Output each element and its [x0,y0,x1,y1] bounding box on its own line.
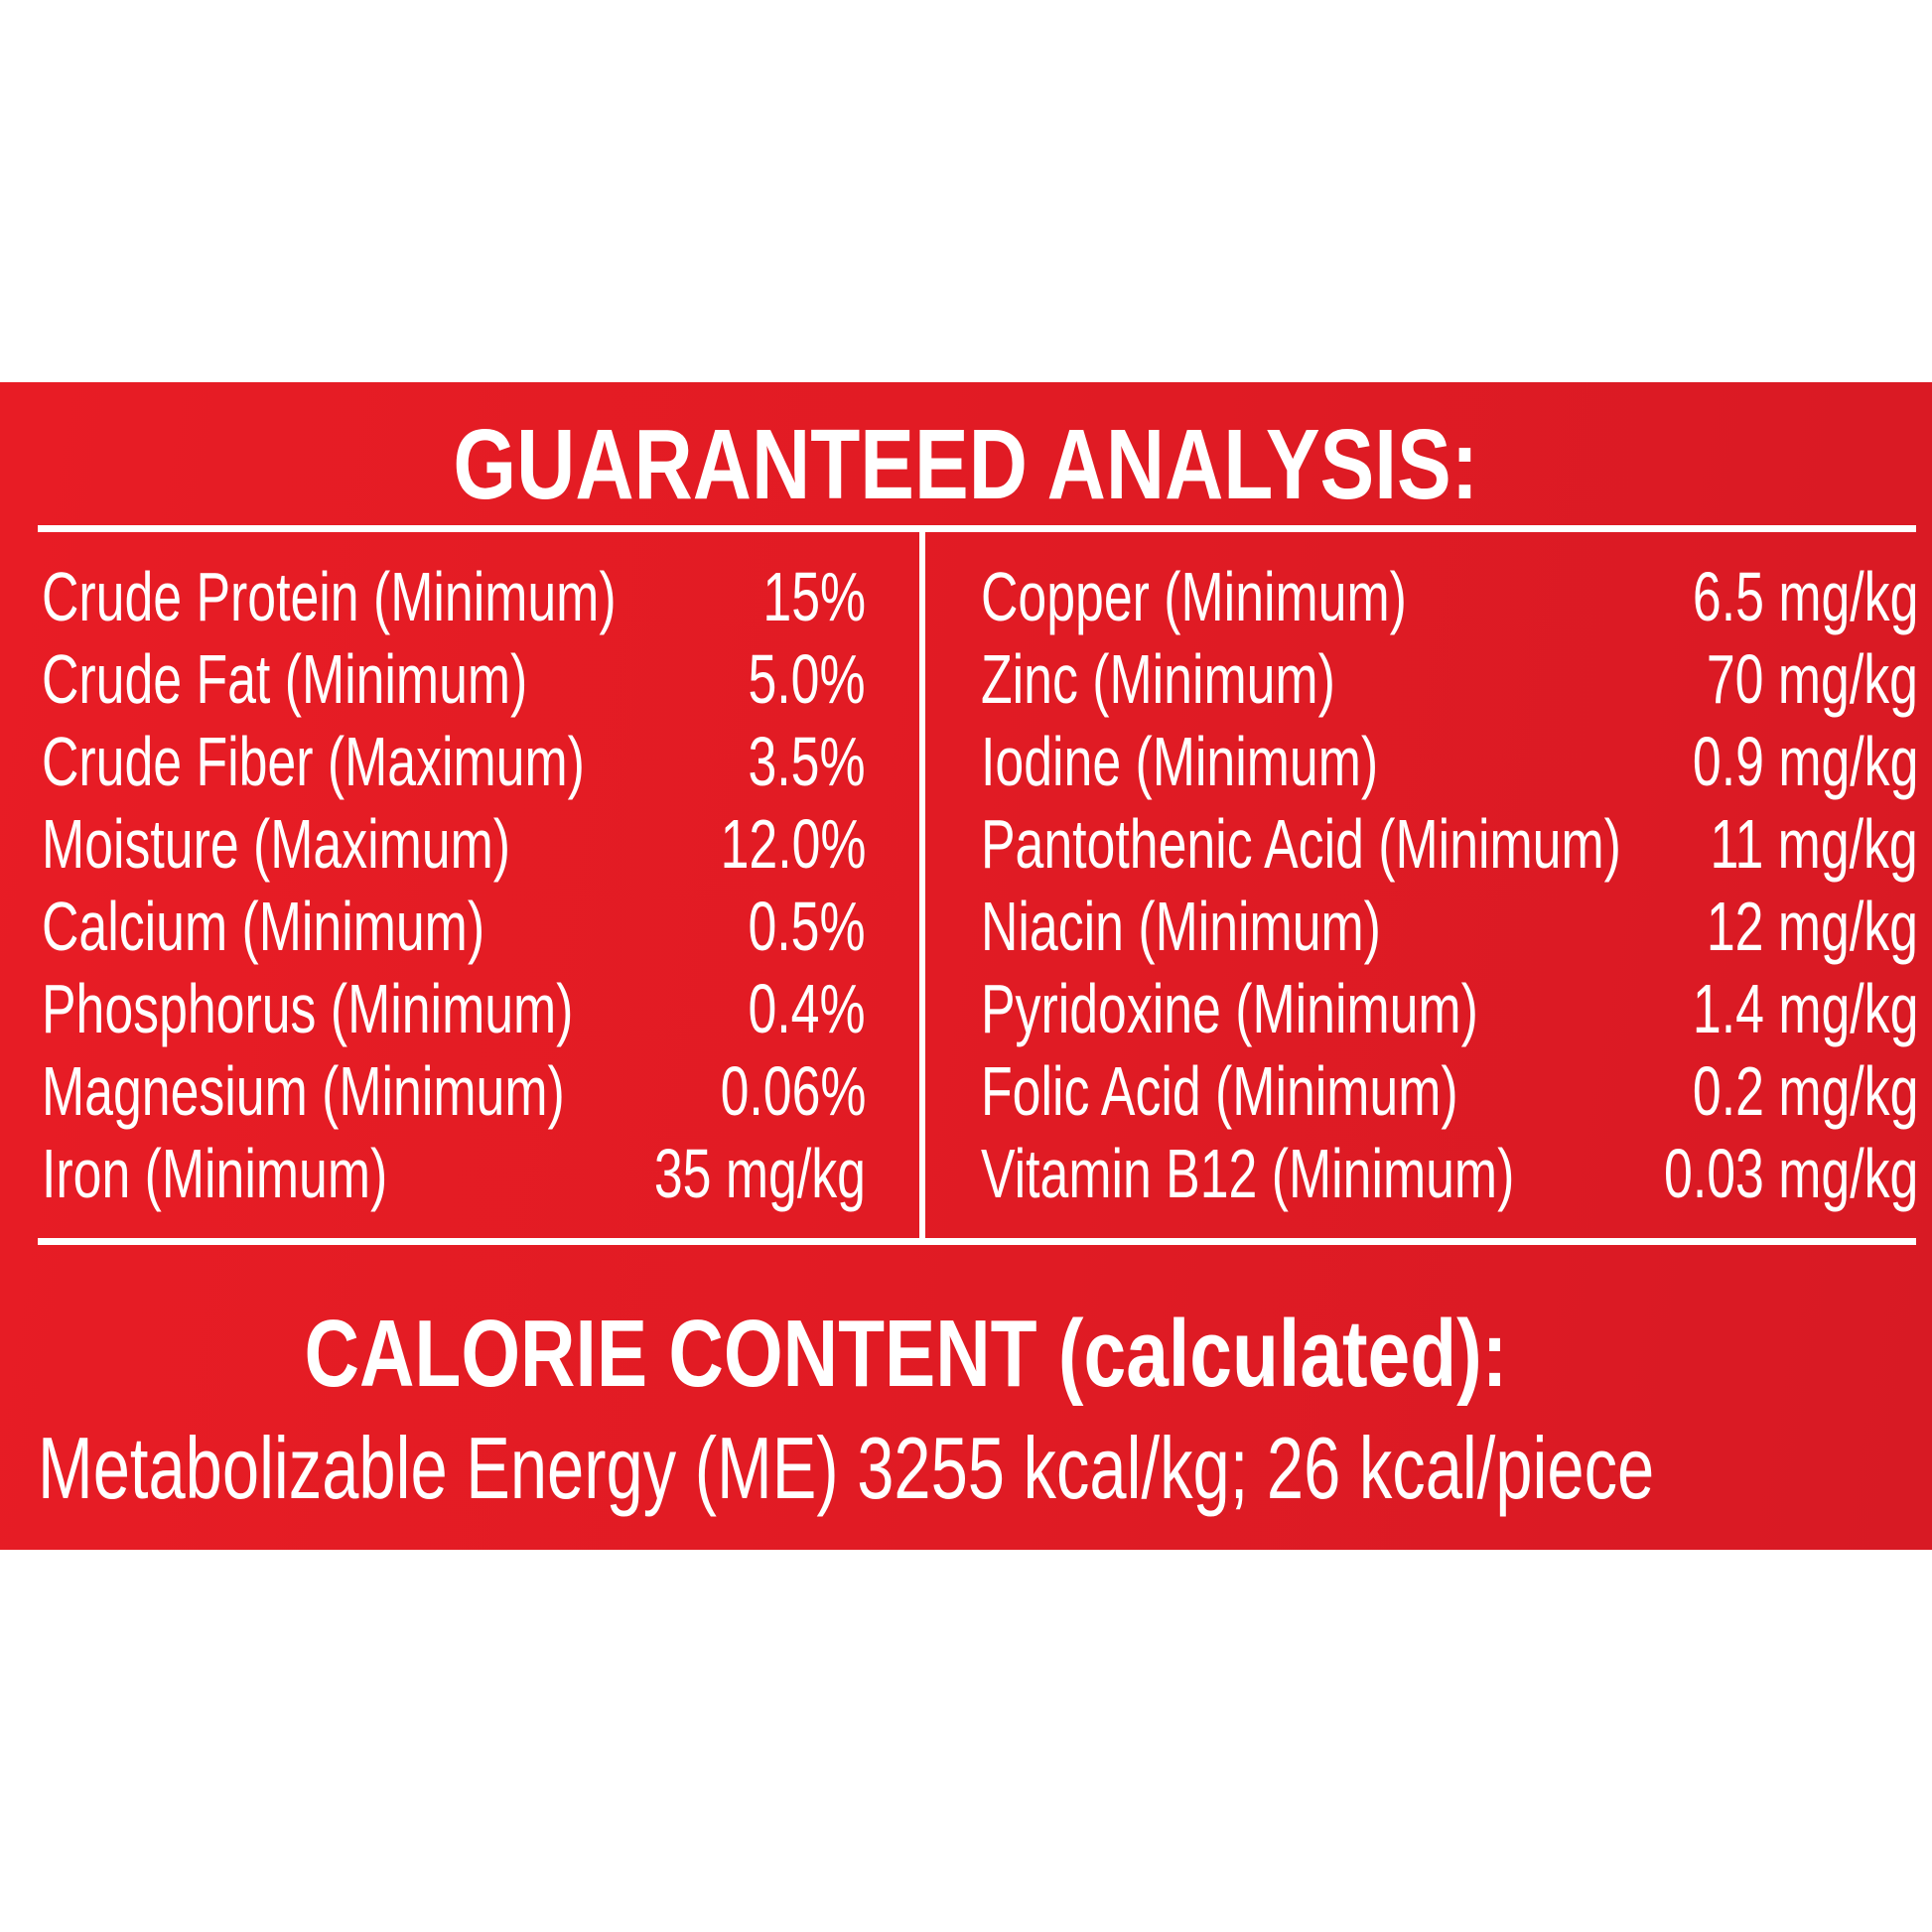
nutrient-value: 35 mg/kg [653,1135,866,1212]
nutrient-label: Copper (Minimum) [981,558,1407,635]
analysis-row: Copper (Minimum) 6.5 mg/kg [981,557,1918,636]
nutrient-label: Folic Acid (Minimum) [981,1052,1458,1130]
analysis-row: Moisture (Maximum) 12.0% [42,804,866,884]
nutrient-label: Magnesium (Minimum) [42,1052,565,1130]
nutrient-value: 0.4% [748,970,866,1047]
nutrient-value: 6.5 mg/kg [1692,558,1918,635]
nutrient-label: Moisture (Maximum) [42,805,510,883]
nutrient-value: 15% [762,558,866,635]
nutrient-label: Pyridoxine (Minimum) [981,970,1478,1047]
nutrient-label: Crude Fat (Minimum) [42,640,528,718]
analysis-row: Crude Fat (Minimum) 5.0% [42,639,866,719]
analysis-row: Niacin (Minimum) 12 mg/kg [981,887,1918,966]
analysis-row: Vitamin B12 (Minimum) 0.03 mg/kg [981,1134,1918,1213]
guaranteed-analysis-panel: GUARANTEED ANALYSIS: Crude Protein (Mini… [0,382,1932,1550]
nutrient-value: 12.0% [720,805,866,883]
nutrient-label: Iron (Minimum) [42,1135,388,1212]
nutrient-value: 3.5% [748,723,866,800]
nutrient-label: Crude Fiber (Maximum) [42,723,585,800]
analysis-row: Zinc (Minimum) 70 mg/kg [981,639,1918,719]
nutrient-label: Pantothenic Acid (Minimum) [981,805,1621,883]
panel-title: GUARANTEED ANALYSIS: [453,409,1479,520]
nutrient-label: Phosphorus (Minimum) [42,970,574,1047]
nutrient-label: Zinc (Minimum) [981,640,1335,718]
nutrient-value: 1.4 mg/kg [1692,970,1918,1047]
bottom-divider [38,1238,1916,1245]
nutrient-value: 0.03 mg/kg [1663,1135,1918,1212]
nutrient-value: 0.5% [748,888,866,965]
analysis-row: Iron (Minimum) 35 mg/kg [42,1134,866,1213]
nutrient-value: 0.2 mg/kg [1692,1052,1918,1130]
nutrient-value: 11 mg/kg [1710,805,1918,883]
calorie-text: Metabolizable Energy (ME) 3255 kcal/kg; … [38,1419,1655,1517]
analysis-row: Crude Protein (Minimum) 15% [42,557,866,636]
analysis-row: Calcium (Minimum) 0.5% [42,887,866,966]
nutrient-value: 0.06% [720,1052,866,1130]
nutrient-label: Niacin (Minimum) [981,888,1381,965]
nutrient-label: Crude Protein (Minimum) [42,558,617,635]
analysis-row: Phosphorus (Minimum) 0.4% [42,969,866,1048]
nutrient-value: 70 mg/kg [1706,640,1918,718]
analysis-row: Pantothenic Acid (Minimum) 11 mg/kg [981,804,1918,884]
column-divider [919,525,925,1244]
nutrient-label: Calcium (Minimum) [42,888,485,965]
nutrient-value: 12 mg/kg [1706,888,1918,965]
analysis-row: Iodine (Minimum) 0.9 mg/kg [981,722,1918,801]
analysis-row: Crude Fiber (Maximum) 3.5% [42,722,866,801]
nutrient-label: Vitamin B12 (Minimum) [981,1135,1515,1212]
nutrient-value: 5.0% [748,640,866,718]
nutrient-value: 0.9 mg/kg [1692,723,1918,800]
calorie-heading: CALORIE CONTENT (calculated): [304,1301,1507,1407]
analysis-row: Folic Acid (Minimum) 0.2 mg/kg [981,1051,1918,1131]
nutrient-label: Iodine (Minimum) [981,723,1379,800]
analysis-row: Magnesium (Minimum) 0.06% [42,1051,866,1131]
top-divider [38,525,1916,532]
analysis-row: Pyridoxine (Minimum) 1.4 mg/kg [981,969,1918,1048]
